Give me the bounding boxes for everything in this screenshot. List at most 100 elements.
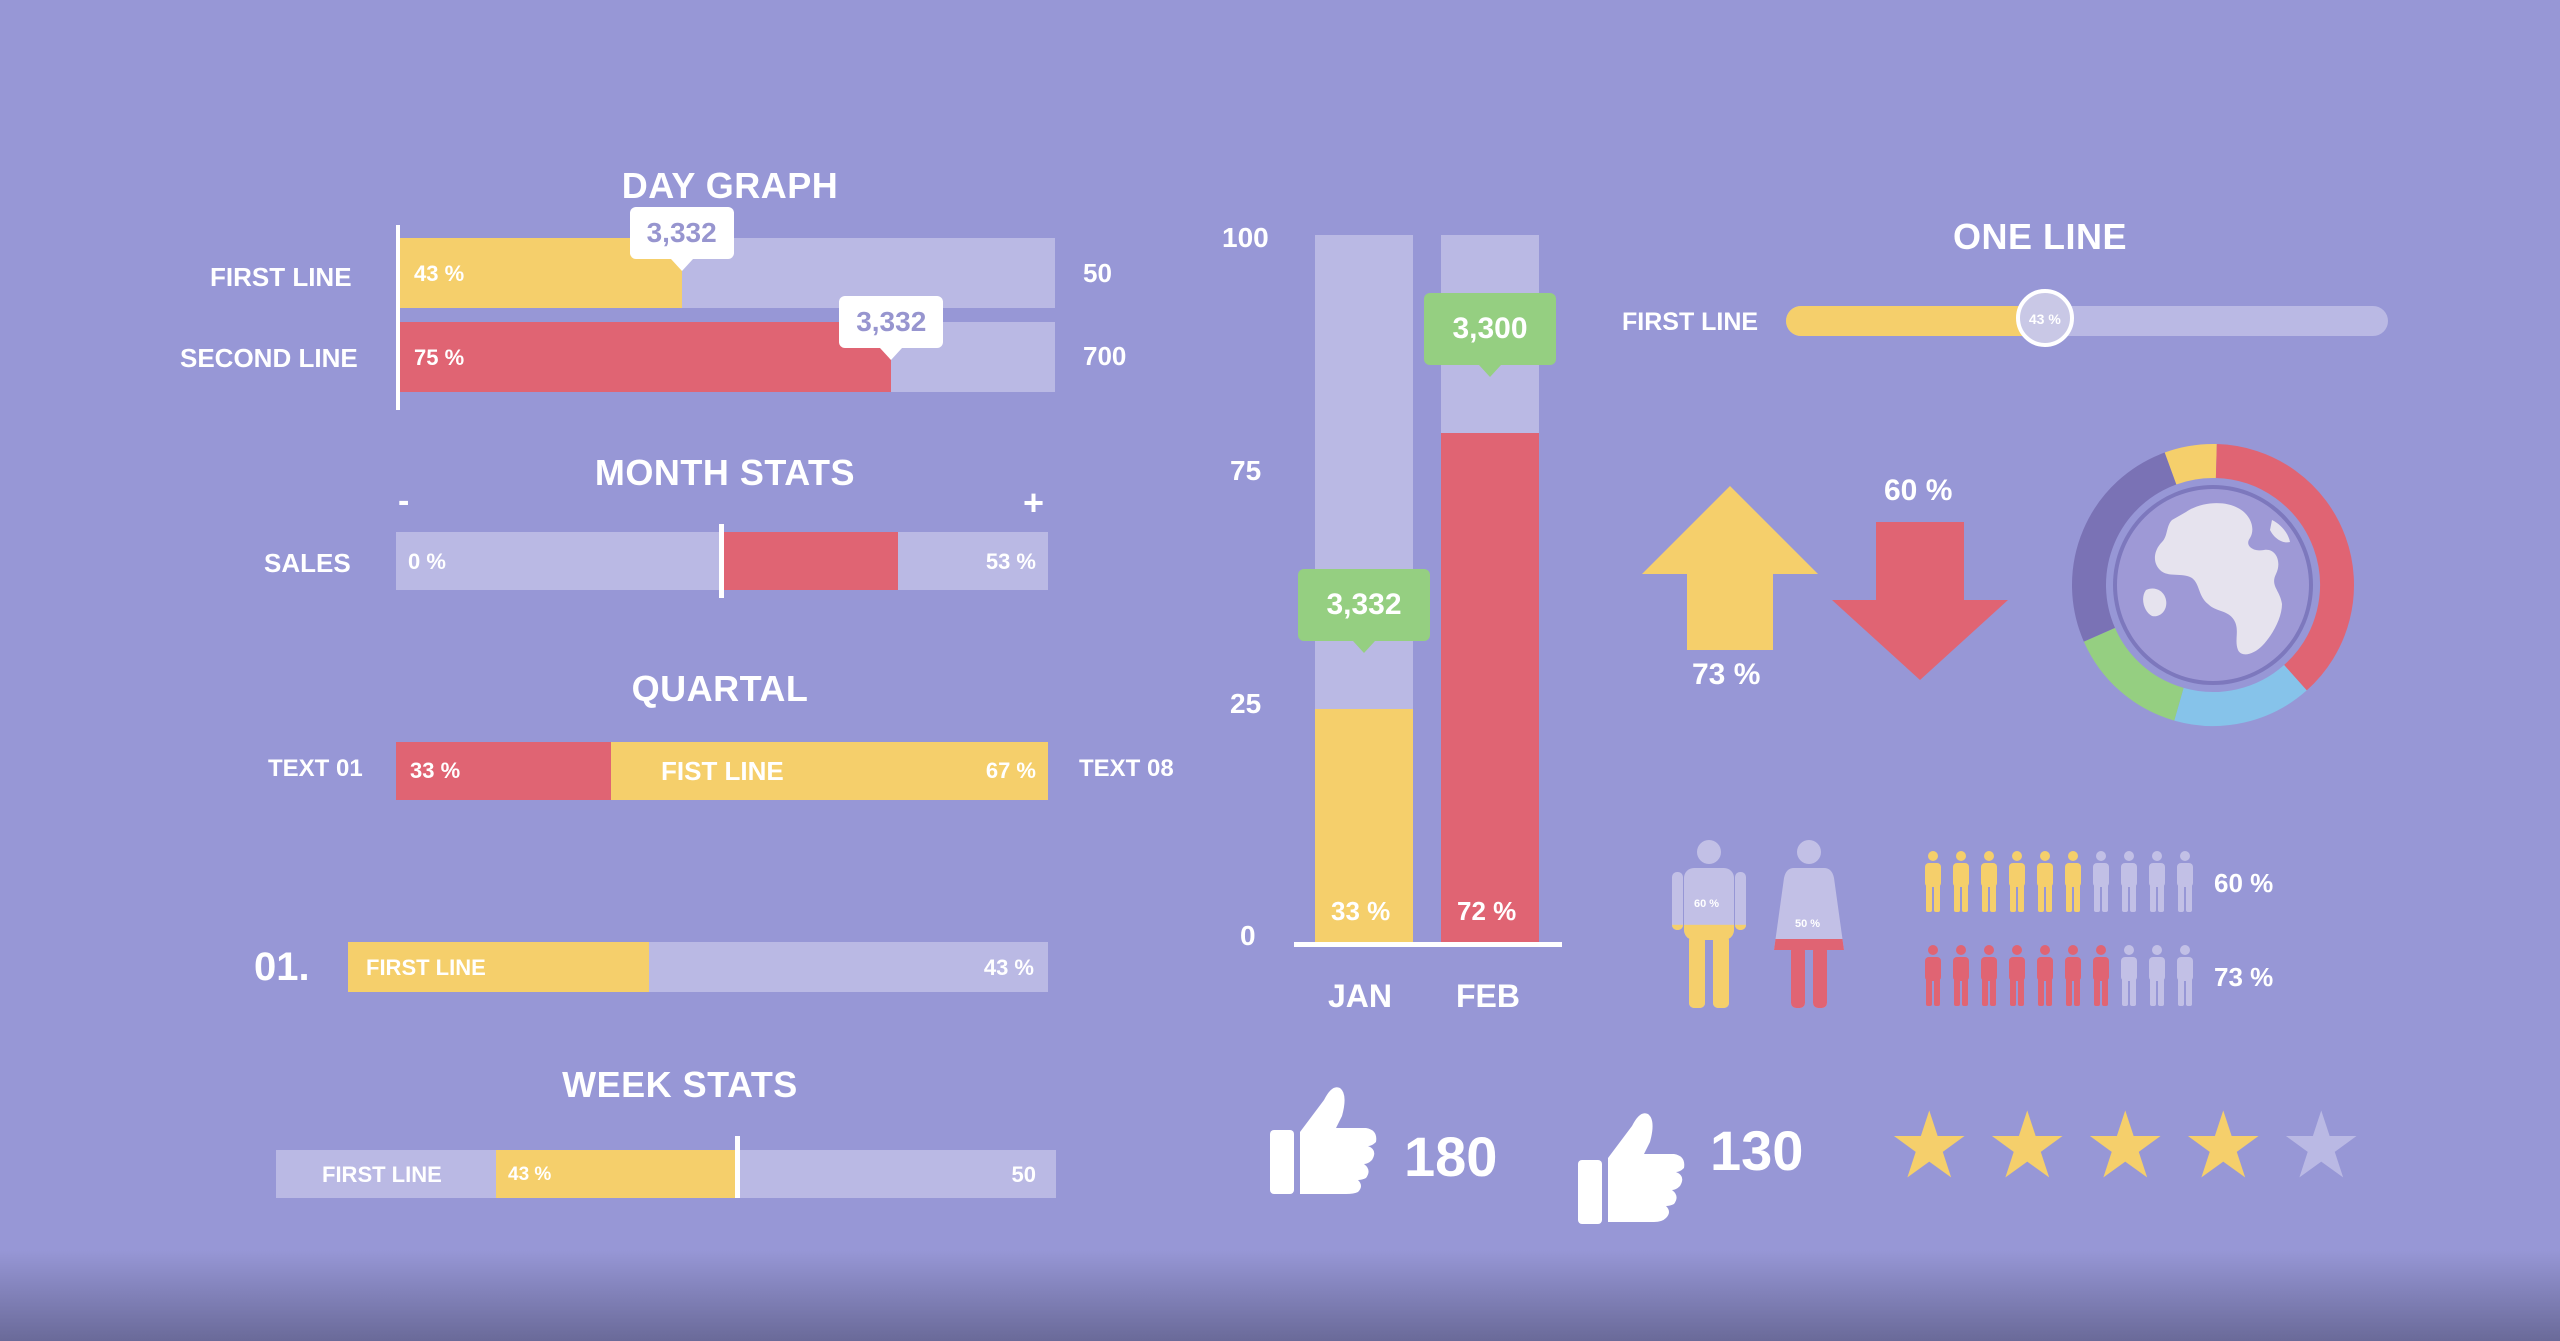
thumbs-up-icon bbox=[1270, 1087, 1377, 1194]
bottom-shadow bbox=[0, 1250, 2560, 1341]
person-icon bbox=[2093, 851, 2109, 912]
down-arrow-icon bbox=[1832, 522, 2008, 680]
month-sales-fill bbox=[722, 532, 899, 590]
x-label-feb: FEB bbox=[1456, 978, 1520, 1014]
day-bar-first-tooltip: 3,332 bbox=[629, 207, 734, 271]
quartal-right-text: 67 % bbox=[985, 758, 1036, 783]
week-stats-fill bbox=[496, 1150, 737, 1198]
week-stats-handle[interactable] bbox=[734, 1136, 740, 1198]
person-icon bbox=[2149, 851, 2165, 912]
quartal-left-text: 33 % bbox=[410, 758, 461, 783]
person-icon bbox=[1925, 851, 1941, 912]
person-icon bbox=[2149, 945, 2165, 1006]
item-01-bar: FIRST LINE 43 % bbox=[348, 942, 1048, 992]
person-icon bbox=[2037, 945, 2053, 1006]
day-bar-first-percent: 43 % bbox=[414, 261, 465, 286]
quartal-bar: 33 % FIST LINE 67 % bbox=[396, 742, 1048, 800]
person-icon bbox=[1981, 945, 1997, 1006]
person-icon bbox=[1925, 945, 1941, 1006]
day-bar-second-tooltip: 3,332 bbox=[839, 296, 944, 360]
person-icon bbox=[2093, 945, 2109, 1006]
day-bar-first: 43 % bbox=[400, 238, 1055, 308]
star-icon[interactable]: ★ bbox=[2280, 1095, 2363, 1197]
month-sales-label: SALES bbox=[264, 548, 351, 578]
month-stats-title: MONTH STATS bbox=[594, 452, 856, 493]
week-stats-title: WEEK STATS bbox=[562, 1064, 798, 1105]
bar-feb-fill bbox=[1441, 433, 1539, 943]
person-icon bbox=[1953, 851, 1969, 912]
y-tick-25: 25 bbox=[1230, 688, 1262, 719]
person-icon bbox=[2177, 851, 2193, 912]
likes-down-count: 130 bbox=[1710, 1119, 1804, 1182]
globe-donut bbox=[2072, 444, 2354, 726]
people-row-red-text: 73 % bbox=[2214, 962, 2274, 992]
item-01-percent: 43 % bbox=[983, 955, 1034, 980]
star-icon[interactable]: ★ bbox=[2182, 1095, 2265, 1197]
week-stats-percent: 43 % bbox=[508, 1164, 552, 1185]
month-sales-bar: 0 % 53 % bbox=[396, 524, 1048, 598]
donut-segment bbox=[2215, 444, 2354, 691]
donut-segment bbox=[2174, 664, 2307, 726]
x-label-jan: JAN bbox=[1328, 978, 1393, 1014]
bar-jan-value-label: 33 % bbox=[1331, 896, 1391, 926]
male-text: 60 % bbox=[1694, 898, 1720, 910]
female-figure-icon bbox=[1774, 840, 1844, 1008]
week-stats-end: 50 bbox=[1011, 1162, 1036, 1187]
one-line-label: FIRST LINE bbox=[1622, 308, 1759, 336]
quartal-left-label: TEXT 01 bbox=[268, 755, 363, 782]
month-sales-left-text: 0 % bbox=[408, 549, 446, 574]
person-icon bbox=[2121, 851, 2137, 912]
day-bar-second: 75 % bbox=[400, 322, 1055, 392]
quartal-middle-text: FIST LINE bbox=[661, 756, 784, 786]
person-icon bbox=[1953, 945, 1969, 1006]
up-arrow-text: 73 % bbox=[1692, 658, 1761, 691]
y-tick-75: 75 bbox=[1230, 455, 1262, 486]
people-row-red bbox=[1925, 945, 2193, 1006]
person-icon bbox=[2065, 851, 2081, 912]
item-01-fill bbox=[348, 942, 649, 992]
thumbs-down-icon bbox=[1578, 1113, 1685, 1224]
y-tick-100: 100 bbox=[1222, 222, 1269, 253]
star-icon[interactable]: ★ bbox=[1986, 1095, 2069, 1197]
item-01-number: 01. bbox=[254, 945, 310, 989]
star-icon[interactable]: ★ bbox=[2084, 1095, 2167, 1197]
quartal-right-label: TEXT 08 bbox=[1079, 755, 1174, 782]
person-icon bbox=[2065, 945, 2081, 1006]
month-plus: + bbox=[1023, 482, 1045, 523]
one-line-knob-text: 43 % bbox=[2028, 311, 2061, 327]
bar-jan-tooltip: 3,332 bbox=[1298, 569, 1430, 654]
day-bar-second-fill bbox=[400, 322, 892, 392]
day-row-label-first: FIRST LINE bbox=[210, 262, 352, 292]
donut-segment bbox=[2164, 444, 2217, 485]
star-icon[interactable]: ★ bbox=[1888, 1095, 1971, 1197]
month-sales-right-text: 53 % bbox=[985, 549, 1036, 574]
one-line-knob[interactable]: 43 % bbox=[2015, 289, 2074, 347]
day-row-label-second: SECOND LINE bbox=[180, 343, 358, 373]
globe-icon bbox=[2143, 503, 2290, 655]
bar-jan-fill bbox=[1315, 709, 1413, 943]
bar-feb-tooltip: 3,300 bbox=[1424, 293, 1556, 377]
month-sales-marker bbox=[719, 524, 724, 598]
item-01-label: FIRST LINE bbox=[366, 955, 486, 980]
week-stats-label: FIRST LINE bbox=[322, 1162, 442, 1187]
day-graph-axis bbox=[396, 225, 400, 410]
male-figure-icon bbox=[1672, 840, 1746, 1008]
y-tick-0: 0 bbox=[1240, 920, 1256, 951]
person-icon bbox=[2009, 851, 2025, 912]
month-minus: - bbox=[398, 482, 410, 520]
up-arrow-icon bbox=[1642, 486, 1818, 650]
donut-segment bbox=[2072, 452, 2177, 642]
person-icon bbox=[2177, 945, 2193, 1006]
people-row-yellow bbox=[1925, 851, 2193, 912]
quartal-title: QUARTAL bbox=[631, 668, 809, 709]
week-stats-bar: FIRST LINE 43 % 50 bbox=[276, 1136, 1056, 1198]
one-line-track[interactable] bbox=[1786, 306, 2388, 336]
donut-segment bbox=[2083, 627, 2185, 721]
day-row-end-second: 700 bbox=[1083, 341, 1127, 371]
day-bar-second-percent: 75 % bbox=[414, 345, 465, 370]
day-graph-title: DAY GRAPH bbox=[621, 165, 839, 206]
person-icon bbox=[2009, 945, 2025, 1006]
x-axis-line bbox=[1294, 942, 1562, 947]
bar-feb-value-label: 72 % bbox=[1457, 896, 1517, 926]
likes-up-count: 180 bbox=[1404, 1125, 1498, 1188]
